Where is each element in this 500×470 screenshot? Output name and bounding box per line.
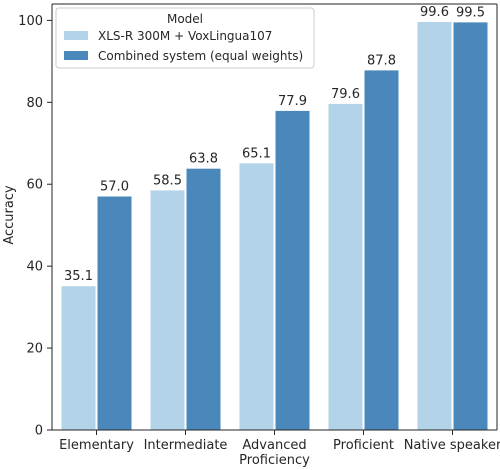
legend-swatch-series-2	[64, 51, 88, 60]
bar-series-1-cat-3	[239, 163, 274, 431]
data-label-series-2-cat-2: 63.8	[189, 152, 218, 167]
data-label-series-2-cat-5: 99.5	[456, 5, 485, 20]
data-label-series-1-cat-5: 99.6	[420, 5, 449, 20]
bar-series-2-cat-5	[453, 22, 488, 431]
bar-series-1-cat-1	[61, 286, 96, 430]
x-tick-label-2: Intermediate	[144, 438, 228, 453]
bar-series-2-cat-1	[97, 196, 132, 430]
axes: Elementary Intermediate AdvancedProficienc…	[18, 3, 500, 468]
legend-swatch-series-1	[64, 31, 88, 40]
bars	[61, 22, 488, 431]
data-label-series-1-cat-1: 35.1	[64, 269, 93, 284]
data-label-series-1-cat-2: 58.5	[153, 173, 182, 188]
data-labels: 35.1 57.0 58.5 63.8 65.1 77.9 79.6 87.8 99.6 99.5	[64, 5, 485, 284]
x-tick-label-3-line-2: Proficiency	[239, 453, 310, 468]
data-label-series-2-cat-3: 77.9	[278, 94, 307, 109]
bar-series-2-cat-4	[364, 70, 399, 431]
legend: Model XLS-R 300M + VoxLingua107 Combined…	[55, 7, 315, 69]
x-tick-label-3-line-1: Advanced	[242, 438, 306, 453]
legend-entry-series-1: XLS-R 300M + VoxLingua107	[98, 29, 272, 43]
y-tick-label-6: 100	[18, 14, 43, 29]
data-label-series-1-cat-3: 65.1	[242, 146, 271, 161]
y-tick-label-3: 40	[26, 260, 43, 275]
y-tick-label-5: 80	[26, 96, 43, 111]
bar-series-2-cat-3	[275, 110, 310, 431]
y-tick-label-4: 60	[26, 178, 43, 193]
data-label-series-2-cat-1: 57.0	[100, 180, 129, 195]
bar-series-2-cat-2	[186, 168, 221, 430]
bar-series-1-cat-2	[150, 190, 185, 430]
x-tick-label-5: Native speaker	[404, 438, 500, 453]
y-axis-label: Accuracy	[2, 185, 17, 245]
bar-series-1-cat-4	[328, 103, 363, 431]
bar-series-1-cat-5	[417, 22, 452, 430]
legend-title: Model	[167, 12, 203, 26]
legend-frame	[55, 7, 315, 69]
y-tick-label-1: 0	[35, 424, 43, 439]
y-tick-label-2: 20	[26, 342, 43, 357]
data-label-series-1-cat-4: 79.6	[331, 87, 360, 102]
x-tick-label-1: Elementary	[59, 438, 134, 453]
legend-entry-series-2: Combined system (equal weights)	[98, 49, 303, 63]
x-tick-label-4: Proficient	[333, 438, 394, 453]
data-label-series-2-cat-4: 87.8	[367, 53, 396, 68]
